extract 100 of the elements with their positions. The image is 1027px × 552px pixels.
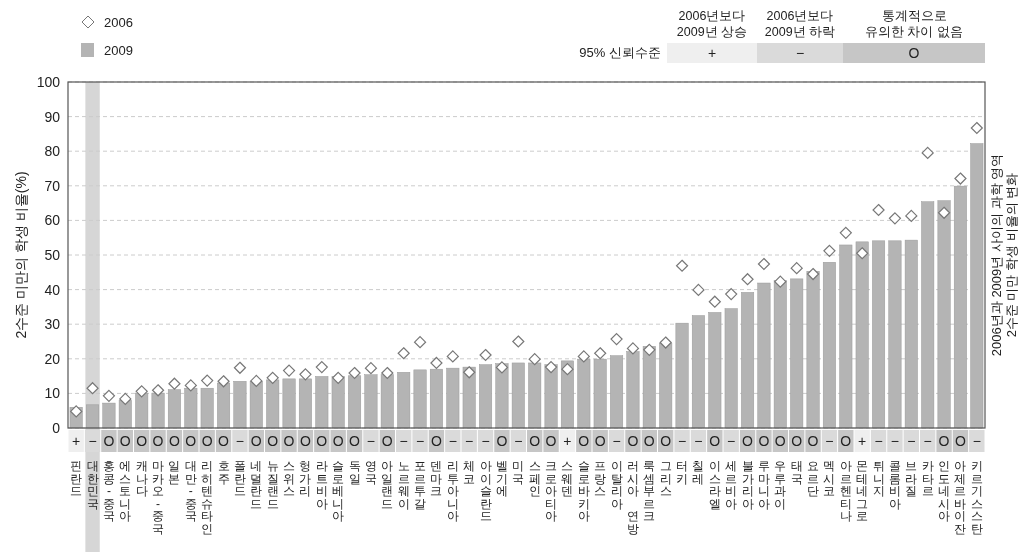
point	[512, 335, 525, 348]
bar	[953, 185, 967, 429]
y-axis-title: 2수준 미만의 학생 비율(%)	[13, 171, 29, 339]
point	[757, 257, 771, 271]
x-tick-label: 헝가리	[299, 459, 312, 498]
point	[659, 336, 672, 349]
annotation: O	[267, 433, 279, 449]
x-tick-label: 독일	[348, 459, 361, 486]
annotation: O	[152, 433, 164, 449]
point	[282, 364, 296, 377]
x-tick-label: 덴마크	[430, 459, 443, 498]
x-tick-label: 아이슬란드	[479, 459, 492, 523]
x-tick-label: 아일랜드	[381, 459, 394, 511]
annotation: O	[791, 433, 803, 449]
bar	[266, 379, 280, 429]
point	[839, 226, 852, 239]
bar	[380, 374, 394, 429]
y-tick-label: 90	[44, 108, 61, 125]
bar	[528, 362, 542, 429]
point	[446, 350, 459, 363]
bar	[298, 378, 312, 429]
y-tick-label: 10	[44, 385, 61, 402]
legend-label: 2006	[104, 15, 133, 30]
point	[675, 259, 689, 272]
bar	[659, 342, 673, 429]
point	[479, 348, 492, 362]
y2-axis-title: 2006년과 2009년 사이의 과학 영역 2수준 미만 학생 비율의 변화	[989, 153, 1019, 357]
point	[708, 295, 721, 308]
text: 95% 신뢰수준	[579, 45, 661, 60]
x-tick-label: 칠레	[692, 459, 705, 486]
x-tick-label: 그리스	[659, 459, 672, 498]
x-tick-label: 프랑스	[594, 459, 607, 498]
text: O	[908, 45, 920, 61]
annotation: −	[399, 433, 408, 449]
bar	[708, 312, 722, 429]
annotation: O	[529, 433, 541, 449]
x-tick-label: 콜롬비아	[888, 459, 901, 511]
x-tick-label: 룩셈부르크	[643, 459, 656, 523]
bar	[413, 369, 427, 429]
x-tick-label: 벨기에	[495, 459, 508, 498]
point	[528, 353, 541, 366]
bar	[151, 392, 165, 429]
x-tick-label: 핀란드	[70, 459, 83, 498]
bar	[773, 280, 787, 429]
point	[397, 347, 410, 360]
bar	[102, 402, 116, 429]
annotation: O	[168, 433, 180, 449]
point	[692, 283, 705, 297]
x-tick-label: 태국	[790, 459, 803, 486]
bar	[937, 200, 951, 429]
bar	[757, 282, 771, 429]
annotation: O	[349, 433, 361, 449]
bar	[544, 364, 558, 429]
bar	[135, 392, 149, 429]
annotation: O	[283, 433, 295, 449]
annotation: O	[201, 433, 213, 449]
bar	[167, 389, 181, 429]
annotation: O	[774, 433, 786, 449]
point	[725, 288, 738, 301]
x-tick-label: 포르투갈	[414, 459, 427, 511]
x-tick-label: 대한민국	[86, 459, 99, 511]
bar	[790, 278, 804, 429]
annotation: −	[874, 433, 883, 449]
bar	[560, 360, 574, 429]
point	[921, 146, 934, 160]
bar	[184, 387, 198, 429]
x-tick-label: 일본	[168, 459, 181, 486]
point	[823, 244, 836, 257]
text: +	[707, 45, 717, 61]
bar	[200, 387, 214, 429]
bar	[315, 376, 329, 429]
point	[266, 371, 279, 384]
bar	[888, 240, 902, 429]
annotation: O	[594, 433, 606, 449]
point	[250, 374, 263, 388]
x-tick-label: 스위스	[283, 459, 296, 498]
annotation: −	[923, 433, 932, 449]
point	[626, 342, 640, 355]
annotation: −	[612, 433, 621, 449]
x-tick-label: 카타르	[921, 459, 934, 498]
annotation: O	[496, 433, 508, 449]
x-tick-label: 아제르바이잔	[954, 459, 967, 536]
annotation: −	[465, 433, 474, 449]
x-tick-label: 홍콩-중국	[102, 459, 115, 523]
point	[348, 366, 361, 380]
legend-label: 2009	[104, 43, 133, 58]
x-tick-label: 우루과이	[774, 459, 787, 511]
annotation: +	[72, 433, 81, 449]
x-tick-label: 요르단	[807, 459, 820, 498]
point	[888, 212, 902, 225]
bar	[331, 376, 345, 429]
bar	[233, 381, 247, 429]
bar	[429, 368, 443, 429]
x-tick-label: 슬로바키아	[577, 459, 590, 523]
point	[806, 267, 820, 281]
x-tick-label: 키르기스스탄	[970, 459, 983, 536]
point	[364, 362, 378, 375]
x-tick-label: 슬로베니아	[332, 459, 345, 523]
x-tick-label: 세르비아	[725, 459, 738, 511]
annotation: O	[627, 433, 639, 449]
